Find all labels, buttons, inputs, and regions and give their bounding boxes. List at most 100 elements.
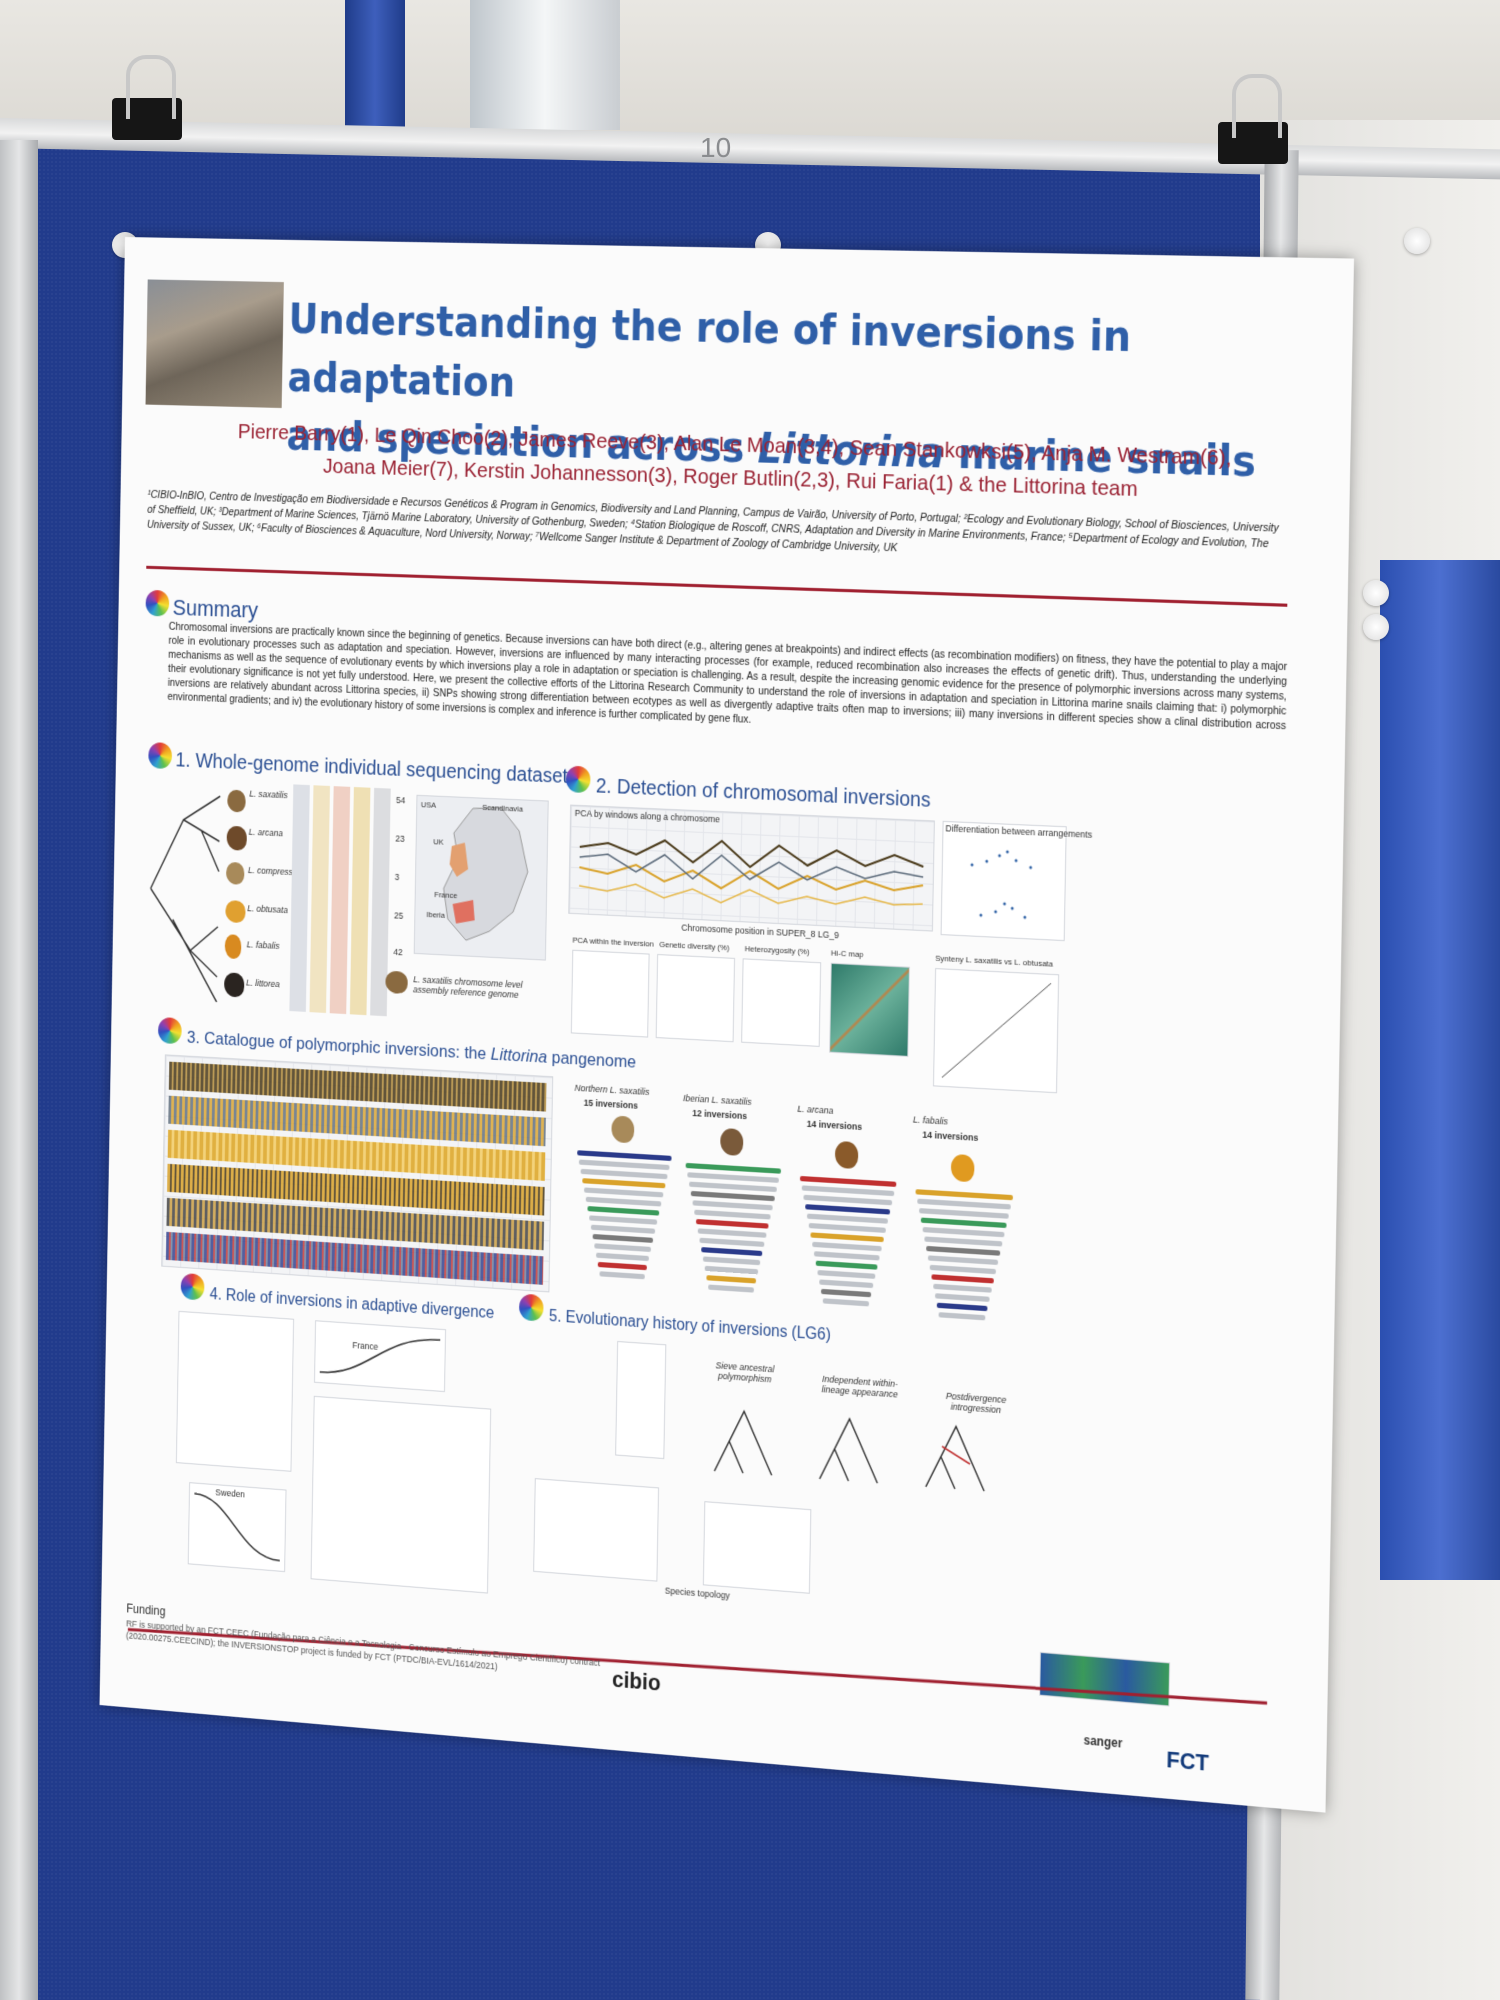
inversion-bar	[937, 1303, 988, 1312]
inversion-bar	[931, 1274, 993, 1283]
species-label: L. arcana	[249, 827, 283, 839]
inversion-bar	[921, 1218, 1007, 1229]
inversion-bar	[928, 1255, 998, 1265]
map-region-label: Scandinavia	[482, 803, 523, 814]
snail-icon	[951, 1154, 975, 1182]
inversion-bar	[812, 1242, 881, 1252]
hic-map	[829, 963, 910, 1057]
inversion-bar	[701, 1247, 762, 1256]
europe-map: Scandinavia USA UK France Iberia	[414, 795, 549, 961]
inversion-bar	[933, 1284, 991, 1293]
map-region-label: Iberia	[426, 910, 445, 920]
section-5-title: 5. Evolutionary history of inversions (L…	[549, 1308, 831, 1346]
species-label: L. fabalis	[247, 939, 280, 951]
species-label: L. obtusata	[247, 903, 288, 915]
pangenome-tracks	[161, 1054, 553, 1292]
inversion-bar	[708, 1285, 754, 1293]
differentiation-plot: Differentiation between arrangements	[941, 821, 1067, 941]
inversion-group-count: 14 inversions	[922, 1129, 978, 1143]
panel-label: Heterozygosity (%)	[745, 944, 810, 957]
push-pin	[1404, 228, 1430, 254]
sample-count: 23	[395, 833, 404, 844]
inversion-bar	[599, 1271, 644, 1279]
inversion-bar	[809, 1223, 886, 1233]
map-region-label: USA	[421, 800, 436, 810]
sample-count: 42	[393, 947, 402, 958]
curtain-left	[345, 0, 405, 135]
cline-plot-sweden: Sweden	[188, 1482, 287, 1572]
inversion-bar	[693, 1200, 773, 1210]
pca-windows-plot: PCA by windows along a chromosome	[568, 805, 935, 932]
inversion-bar	[803, 1195, 892, 1206]
pca-inversion-plot	[571, 950, 650, 1038]
inversion-bar	[703, 1256, 760, 1265]
section-logo-icon	[158, 1017, 182, 1044]
inversion-bar	[706, 1275, 756, 1283]
cibio-logo: cibio	[612, 1666, 661, 1697]
inversion-bar	[939, 1312, 986, 1320]
inversion-group-name: L. arcana	[797, 1104, 833, 1116]
header-divider	[146, 566, 1287, 607]
inversion-bar	[823, 1298, 869, 1306]
inversion-bar	[935, 1293, 990, 1302]
inversion-bar	[814, 1251, 880, 1260]
map-region-label: France	[434, 890, 457, 900]
inversion-group-name: L. fabalis	[913, 1114, 948, 1126]
inversion-group-count: 14 inversions	[807, 1119, 863, 1133]
inversion-bar	[696, 1219, 769, 1229]
snail-icon	[225, 900, 245, 923]
window	[470, 0, 620, 130]
inversion-bar	[807, 1214, 888, 1224]
pca-lines	[569, 806, 934, 931]
inversion-bar	[596, 1253, 649, 1262]
binder-clip-right-ring	[1232, 74, 1282, 138]
species-label: L. littorea	[246, 977, 280, 989]
poster: Understanding the role of inversions in …	[100, 237, 1355, 1813]
inversion-bar	[689, 1182, 777, 1193]
france-label: France	[352, 1340, 378, 1352]
snail-icon	[226, 862, 245, 885]
fst-plot	[615, 1341, 666, 1459]
heterozygosity-plot	[741, 958, 821, 1047]
inversion-group-count: 15 inversions	[584, 1097, 638, 1110]
inversion-bar	[582, 1178, 665, 1188]
inversion-bar	[593, 1234, 653, 1243]
panel-label: Hi-C map	[831, 948, 864, 959]
synteny-line	[934, 969, 1058, 1092]
inversion-bar	[919, 1208, 1009, 1219]
pca-lg6-plot	[533, 1478, 659, 1582]
inversion-group-name: Iberian L. saxatilis	[683, 1093, 752, 1107]
inversion-bar	[587, 1206, 659, 1216]
push-pin	[1363, 614, 1389, 640]
snail-icon	[224, 972, 244, 997]
snail-icon	[225, 934, 242, 959]
curtain-right	[1380, 560, 1500, 1580]
inversion-bar	[694, 1210, 770, 1220]
species-label: L. compressa	[248, 865, 297, 877]
panel-label: PCA within the inversion	[572, 935, 653, 948]
inversion-bar	[926, 1246, 1000, 1256]
reference-snail-icon	[385, 971, 408, 994]
section-logo-icon	[148, 742, 172, 769]
snail-icon	[720, 1128, 743, 1156]
snail-icon	[227, 790, 246, 813]
inversion-bar	[819, 1279, 873, 1288]
inversion-bar	[594, 1243, 651, 1252]
inversion-bar	[930, 1265, 996, 1274]
fct-logo: FCT	[1166, 1746, 1209, 1777]
inversion-bar	[691, 1191, 775, 1201]
genetic-diversity-plot	[656, 954, 735, 1042]
summary-title: Summary	[172, 595, 258, 624]
inversion-group-name: Northern L. saxatilis	[574, 1083, 649, 1097]
snail-icon	[611, 1115, 634, 1143]
section-logo-icon	[566, 766, 591, 794]
summary-text: Chromosomal inversions are practically k…	[167, 621, 1287, 750]
twisst-plot	[1039, 1652, 1170, 1707]
section-logo-icon	[519, 1293, 544, 1321]
binder-clip-left-ring	[126, 55, 176, 119]
frame-number: 10	[700, 132, 731, 164]
inversion-bar	[810, 1232, 883, 1242]
cline-plots-grid	[311, 1396, 492, 1594]
species-topology-label: Species topology	[665, 1585, 730, 1600]
snail-icon	[835, 1141, 859, 1169]
